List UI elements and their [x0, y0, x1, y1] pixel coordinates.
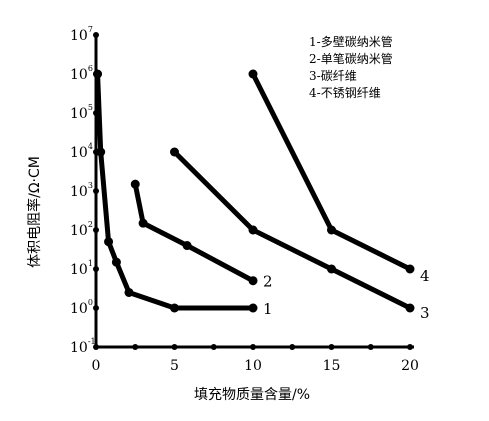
series-3-label: 3 [420, 304, 430, 322]
y-axis-label: 体积电阻率/Ω·CM [27, 156, 43, 268]
series-1-label: 1 [263, 300, 273, 318]
x-tick-mark [132, 344, 139, 350]
y-tick-mark [93, 188, 99, 194]
y-tick-label: 102 [70, 220, 93, 239]
legend-entry-1: 1-多壁碳纳米管 [309, 35, 393, 49]
series-1-point [124, 287, 134, 297]
legend: 1-多壁碳纳米管 2-单笔碳纳米管 3-碳纤维 4-不锈钢纤维 [309, 34, 393, 102]
y-tick-mark [93, 344, 99, 350]
x-tick-label: 0 [92, 358, 101, 374]
series-2-point [138, 218, 148, 228]
y-tick-label: 100 [70, 298, 93, 317]
series-points [93, 69, 415, 313]
series-3-point [405, 303, 415, 313]
series-2-point [130, 179, 140, 189]
y-tick-label: 103 [70, 181, 93, 200]
series-1-point [104, 237, 114, 247]
x-axis-label: 填充物质量含量/% [193, 387, 311, 403]
series-1-point [111, 257, 121, 267]
y-tick-label: 106 [70, 64, 93, 83]
series-1-line [95, 71, 256, 311]
x-tick-mark [171, 344, 178, 350]
ticks: 107 106 105 104 103 102 101 100 10-1 0 5 10 15 20 [70, 25, 419, 374]
x-tick-label: 5 [170, 358, 179, 374]
series-4-label: 4 [420, 267, 430, 285]
series-3-point [170, 147, 179, 157]
x-tick-mark [210, 344, 217, 350]
series-4-point [405, 264, 415, 274]
legend-entry-2: 2-单笔碳纳米管 [309, 52, 393, 66]
y-tick-mark [93, 32, 99, 38]
legend-entry-3: 3-碳纤维 [309, 69, 357, 83]
series-1-point [170, 303, 179, 313]
series-2-line [132, 181, 256, 284]
y-tick-label: 107 [70, 25, 93, 44]
y-tick-mark [93, 305, 99, 311]
x-tick-label: 15 [323, 358, 341, 374]
y-tick-label: 105 [70, 103, 93, 122]
y-tick-label: 101 [70, 259, 93, 278]
series-3-point [248, 225, 258, 235]
series-labels: 1 2 3 4 [263, 267, 430, 322]
y-tick-label: 104 [70, 142, 93, 161]
x-tick-mark [289, 344, 296, 350]
y-tick-label: 10-1 [70, 337, 96, 356]
y-tick-mark [93, 266, 99, 272]
legend-entry-4: 4-不锈钢纤维 [309, 86, 381, 100]
x-tick-mark [407, 344, 413, 350]
series-2-point [248, 276, 258, 286]
series-4-point [327, 225, 336, 235]
series-3-point [327, 264, 336, 274]
series-2-point [182, 241, 192, 251]
series-3-line [172, 149, 413, 311]
x-tick-mark [250, 344, 256, 350]
x-tick-mark [328, 344, 335, 350]
series-1-point [93, 69, 103, 79]
series-lines [95, 71, 413, 311]
x-tick-label: 10 [244, 358, 262, 374]
series-2-label: 2 [263, 273, 273, 291]
x-tick-label: 20 [401, 358, 419, 374]
y-tick-mark [93, 227, 99, 233]
series-4-point [248, 69, 258, 79]
series-1-point [96, 147, 106, 157]
x-tick-mark [367, 344, 374, 350]
series-1-point [248, 303, 258, 313]
